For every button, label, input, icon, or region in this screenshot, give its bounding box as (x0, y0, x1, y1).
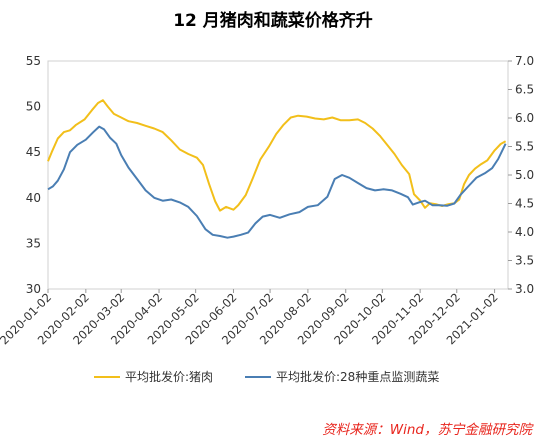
left-axis-tick-label: 35 (26, 236, 41, 250)
right-axis-tick-label: 4.0 (515, 225, 534, 239)
legend: 平均批发价:猪肉 平均批发价:28种重点监测蔬菜 (94, 369, 439, 384)
series-line-pork (47, 99, 507, 212)
legend-item: 平均批发价:猪肉 (94, 369, 213, 384)
series-line-vegetables (47, 125, 507, 239)
source-note: 资料来源：Wind，苏宁金融研究院 (322, 422, 532, 438)
legend-item: 平均批发价:28种重点监测蔬菜 (245, 369, 439, 384)
left-axis-tick-label: 30 (26, 282, 41, 296)
right-axis-tick-label: 6.5 (515, 83, 534, 97)
right-axis-tick-label: 5.0 (515, 168, 534, 182)
right-axis-tick-label: 3.0 (515, 282, 534, 296)
legend-label: 平均批发价:28种重点监测蔬菜 (276, 369, 439, 384)
right-axis-tick-label: 4.5 (515, 197, 534, 211)
right-axis: 3.0 3.5 4.0 4.5 5.0 5.5 6.0 6.5 7.0 (508, 54, 534, 296)
left-axis-tick-label: 40 (26, 191, 41, 205)
left-axis-tick-label: 45 (26, 145, 41, 159)
right-axis-tick-label: 5.5 (515, 140, 534, 154)
legend-label: 平均批发价:猪肉 (125, 369, 213, 384)
right-axis-tick-label: 6.0 (515, 111, 534, 125)
right-axis-tick-label: 3.5 (515, 254, 534, 268)
plot-area (47, 60, 509, 290)
chart-title: 12 月猪肉和蔬菜价格齐升 (173, 11, 373, 31)
series-layer (47, 99, 507, 239)
right-axis-tick-label: 7.0 (515, 54, 534, 68)
left-axis-tick-label: 55 (26, 54, 41, 68)
left-axis-tick-label: 50 (26, 100, 41, 114)
x-axis: 2020-01-022020-02-022020-03-022020-04-02… (0, 289, 501, 347)
left-axis: 30 35 40 45 50 55 (26, 54, 41, 296)
